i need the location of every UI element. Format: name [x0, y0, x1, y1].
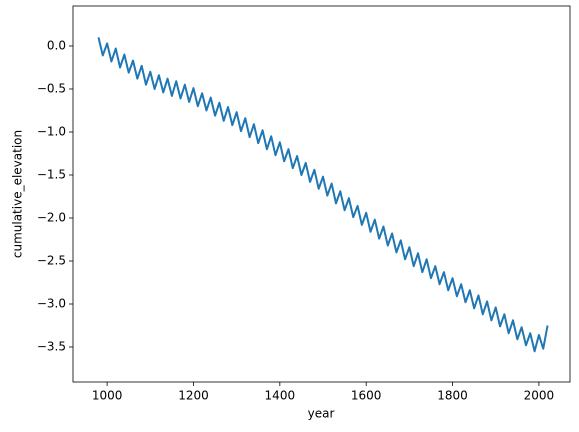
- y-tick-label: −2.0: [37, 210, 66, 224]
- x-tick-label: 1200: [178, 389, 209, 403]
- x-tick-label: 1600: [351, 389, 382, 403]
- x-tick-label: 1400: [265, 389, 296, 403]
- y-axis-label: cumulative_elevation: [11, 130, 25, 258]
- y-tick-label: −3.5: [37, 339, 66, 353]
- y-tick-label: −2.5: [37, 253, 66, 267]
- y-tick-label: 0.0: [47, 38, 66, 52]
- x-tick-label: 1800: [437, 389, 468, 403]
- x-tick-label: 2000: [524, 389, 555, 403]
- plot-frame: [72, 5, 571, 383]
- x-axis-label: year: [308, 407, 335, 421]
- y-tick-label: −1.5: [37, 167, 66, 181]
- data-line: [97, 37, 549, 353]
- y-tick-label: −3.0: [37, 296, 66, 310]
- y-tick-label: −1.0: [37, 124, 66, 138]
- x-tick-label: 1000: [92, 389, 123, 403]
- y-tick-label: −0.5: [37, 81, 66, 95]
